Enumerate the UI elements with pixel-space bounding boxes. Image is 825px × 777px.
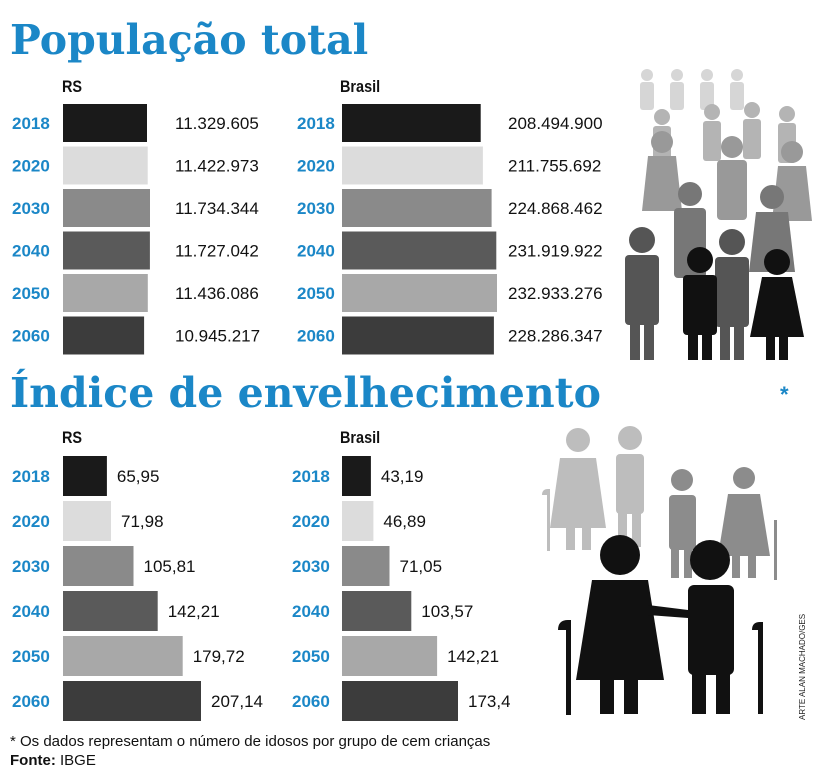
year-label-pop-br-2050: 2050 (297, 284, 335, 303)
chart-title-aging-rs: RS (62, 428, 83, 447)
source-line: Fonte: IBGE (10, 752, 96, 769)
year-label-aging-br-2020: 2020 (292, 512, 330, 531)
bar-pop-rs-2050 (63, 274, 148, 312)
value-label-aging-rs-2040: 142,21 (168, 602, 220, 621)
bar-pop-br-2018 (342, 104, 481, 142)
value-label-aging-br-2030: 71,05 (400, 557, 443, 576)
bar-aging-rs-2040 (63, 591, 158, 631)
year-label-aging-br-2018: 2018 (292, 467, 330, 486)
value-label-aging-br-2050: 142,21 (447, 647, 499, 666)
chart-title-pop-rs: RS (62, 77, 83, 96)
year-label-pop-rs-2050: 2050 (12, 284, 50, 303)
bar-aging-br-2040 (342, 591, 412, 631)
value-label-pop-rs-2040: 11.727.042 (175, 242, 259, 261)
value-label-aging-rs-2030: 105,81 (144, 557, 196, 576)
year-label-aging-rs-2018: 2018 (12, 467, 50, 486)
bar-aging-br-2030 (342, 546, 390, 586)
value-label-pop-br-2040: 231.919.922 (508, 242, 603, 261)
value-label-pop-rs-2030: 11.734.344 (175, 199, 259, 218)
value-label-aging-rs-2050: 179,72 (193, 647, 245, 666)
bar-pop-rs-2018 (63, 104, 147, 142)
year-label-aging-rs-2050: 2050 (12, 647, 50, 666)
art-credit: ARTE ALAN MACHADO/GES (798, 613, 807, 720)
value-label-pop-rs-2020: 11.422.973 (175, 157, 259, 176)
year-label-aging-br-2060: 2060 (292, 692, 330, 711)
year-label-aging-br-2030: 2030 (292, 557, 330, 576)
bar-pop-br-2030 (342, 189, 492, 227)
year-label-pop-rs-2040: 2040 (12, 242, 50, 261)
bar-aging-br-2060 (342, 681, 458, 721)
year-label-pop-rs-2018: 2018 (12, 114, 50, 133)
population-section-title: População total (10, 16, 369, 64)
value-label-aging-rs-2018: 65,95 (117, 467, 160, 486)
year-label-aging-rs-2020: 2020 (12, 512, 50, 531)
value-label-pop-br-2020: 211.755.692 (508, 157, 601, 176)
aging-brasil-chart: 2018 43,19 2020 46,89 2030 71,05 2040 103,57 205… (292, 456, 510, 721)
value-label-aging-br-2040: 103,57 (421, 602, 473, 621)
bar-pop-rs-2060 (63, 316, 145, 355)
population-crowd-illustration (625, 69, 812, 360)
footnote: * Os dados representam o número de idoso… (10, 733, 491, 750)
value-label-pop-rs-2060: 10.945.217 (175, 327, 260, 346)
value-label-aging-br-2060: 173,47 (468, 692, 510, 711)
value-label-pop-br-2060: 228.286.347 (508, 327, 603, 346)
value-label-aging-br-2020: 46,89 (383, 512, 426, 531)
value-label-pop-rs-2050: 11.436.086 (175, 284, 259, 303)
year-label-pop-br-2060: 2060 (297, 327, 335, 346)
bar-pop-br-2050 (342, 274, 497, 312)
year-label-pop-br-2040: 2040 (297, 242, 335, 261)
year-label-pop-br-2020: 2020 (297, 157, 335, 176)
year-label-aging-rs-2040: 2040 (12, 602, 50, 621)
value-label-pop-br-2050: 232.933.276 (508, 284, 603, 303)
aging-section-title: Índice de envelhecimento (10, 369, 601, 417)
source-value: IBGE (60, 752, 96, 769)
bar-aging-br-2018 (342, 456, 371, 496)
chart-title-aging-br: Brasil (340, 428, 381, 447)
year-label-pop-rs-2060: 2060 (12, 327, 50, 346)
year-label-pop-br-2018: 2018 (297, 114, 335, 133)
source-label: Fonte: (10, 752, 56, 769)
year-label-aging-rs-2060: 2060 (12, 692, 50, 711)
bar-aging-rs-2050 (63, 636, 183, 676)
year-label-aging-rs-2030: 2030 (12, 557, 50, 576)
aging-title-asterisk: * (780, 382, 789, 407)
value-label-pop-rs-2018: 11.329.605 (175, 114, 259, 133)
aging-rs-chart: 2018 65,95 2020 71,98 2030 105,81 2040 142,21 20… (12, 456, 263, 721)
bar-aging-rs-2018 (63, 456, 107, 496)
bar-pop-br-2040 (342, 231, 497, 270)
year-label-aging-br-2050: 2050 (292, 647, 330, 666)
bar-pop-br-2020 (342, 146, 483, 185)
value-label-aging-rs-2060: 207,14 (211, 692, 263, 711)
value-label-aging-br-2018: 43,19 (381, 467, 424, 486)
elderly-couples-illustration (542, 426, 777, 715)
bar-aging-br-2050 (342, 636, 438, 676)
year-label-pop-rs-2030: 2030 (12, 199, 50, 218)
bar-pop-br-2060 (342, 316, 494, 355)
bar-pop-rs-2040 (63, 231, 150, 270)
bar-pop-rs-2020 (63, 146, 148, 185)
value-label-pop-br-2018: 208.494.900 (508, 114, 603, 133)
value-label-pop-br-2030: 224.868.462 (508, 199, 603, 218)
year-label-pop-rs-2020: 2020 (12, 157, 50, 176)
year-label-aging-br-2040: 2040 (292, 602, 330, 621)
bar-pop-rs-2030 (63, 189, 150, 227)
bar-aging-rs-2030 (63, 546, 134, 586)
year-label-pop-br-2030: 2030 (297, 199, 335, 218)
bar-aging-rs-2020 (63, 501, 111, 541)
population-rs-chart: 2018 11.329.605 2020 11.422.973 2030 11.734.3… (12, 104, 260, 355)
value-label-aging-rs-2020: 71,98 (121, 512, 164, 531)
bar-aging-rs-2060 (63, 681, 201, 721)
chart-title-pop-br: Brasil (340, 77, 381, 96)
bar-aging-br-2020 (342, 501, 374, 541)
population-brasil-chart: 2018 208.494.900 2020 211.755.692 2030 224.86… (297, 104, 603, 355)
